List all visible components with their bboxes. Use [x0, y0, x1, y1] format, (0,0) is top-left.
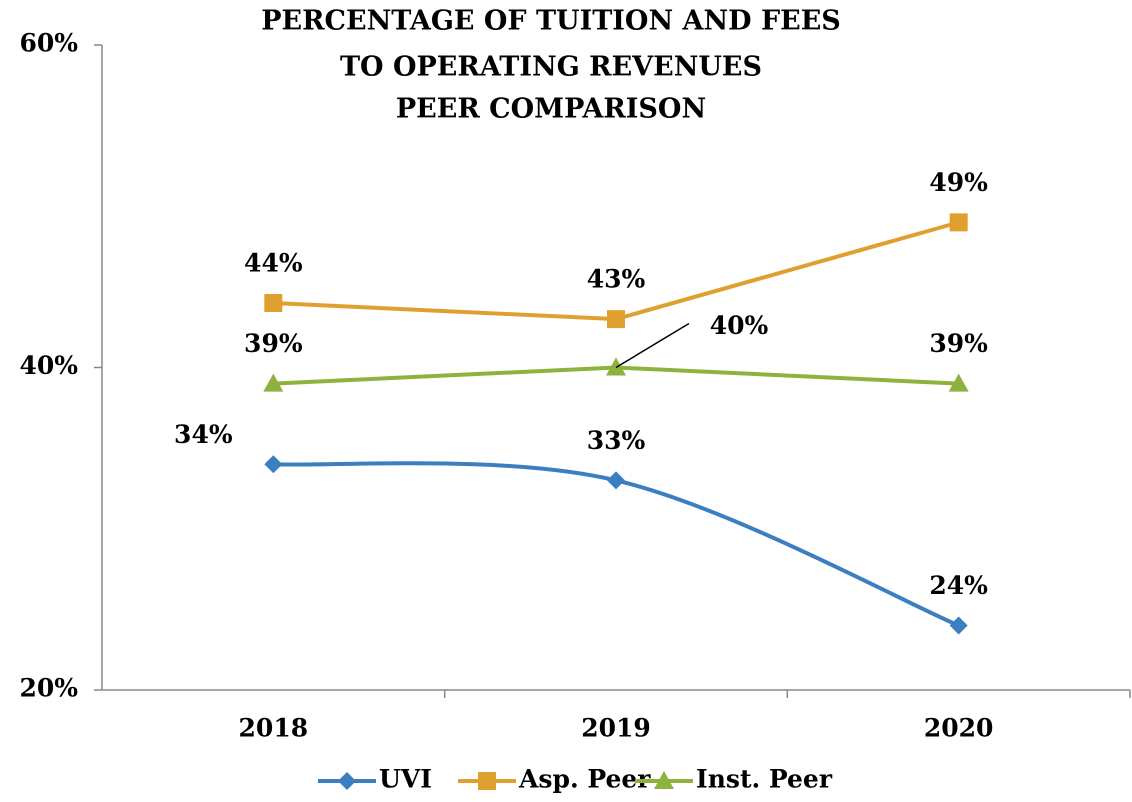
data-label: 39%: [929, 329, 988, 358]
x-tick-label: 2020: [924, 714, 994, 743]
data-label: 43%: [587, 265, 646, 294]
data-label: 33%: [587, 426, 646, 455]
chart-title: PERCENTAGE OF TUITION AND FEES: [261, 6, 841, 37]
marker: [478, 772, 496, 790]
data-label: 24%: [929, 571, 988, 600]
marker: [607, 471, 625, 490]
chart-title: PEER COMPARISON: [396, 94, 706, 125]
y-tick-label: 40%: [19, 351, 78, 380]
legend-label: UVI: [379, 765, 432, 794]
marker: [949, 616, 968, 635]
marker: [949, 213, 968, 232]
data-label: 40%: [710, 311, 769, 340]
chart-title: TO OPERATING REVENUES: [340, 52, 762, 83]
data-label: 39%: [244, 329, 303, 358]
y-tick-label: 20%: [19, 674, 78, 703]
data-label: 44%: [244, 249, 303, 278]
marker: [948, 373, 969, 392]
legend-label: Asp. Peer: [518, 765, 651, 794]
data-label: 34%: [174, 420, 233, 449]
marker: [338, 772, 356, 790]
marker: [264, 455, 283, 474]
y-tick-label: 60%: [19, 29, 78, 58]
marker: [263, 373, 284, 392]
legend-label: Inst. Peer: [696, 765, 833, 794]
leader-line: [615, 322, 690, 369]
marker: [607, 310, 625, 329]
marker: [654, 771, 674, 789]
marker: [606, 357, 626, 376]
x-tick-label: 2019: [581, 714, 651, 743]
marker: [264, 294, 283, 312]
data-label: 49%: [929, 168, 988, 197]
x-tick-label: 2018: [239, 714, 309, 743]
